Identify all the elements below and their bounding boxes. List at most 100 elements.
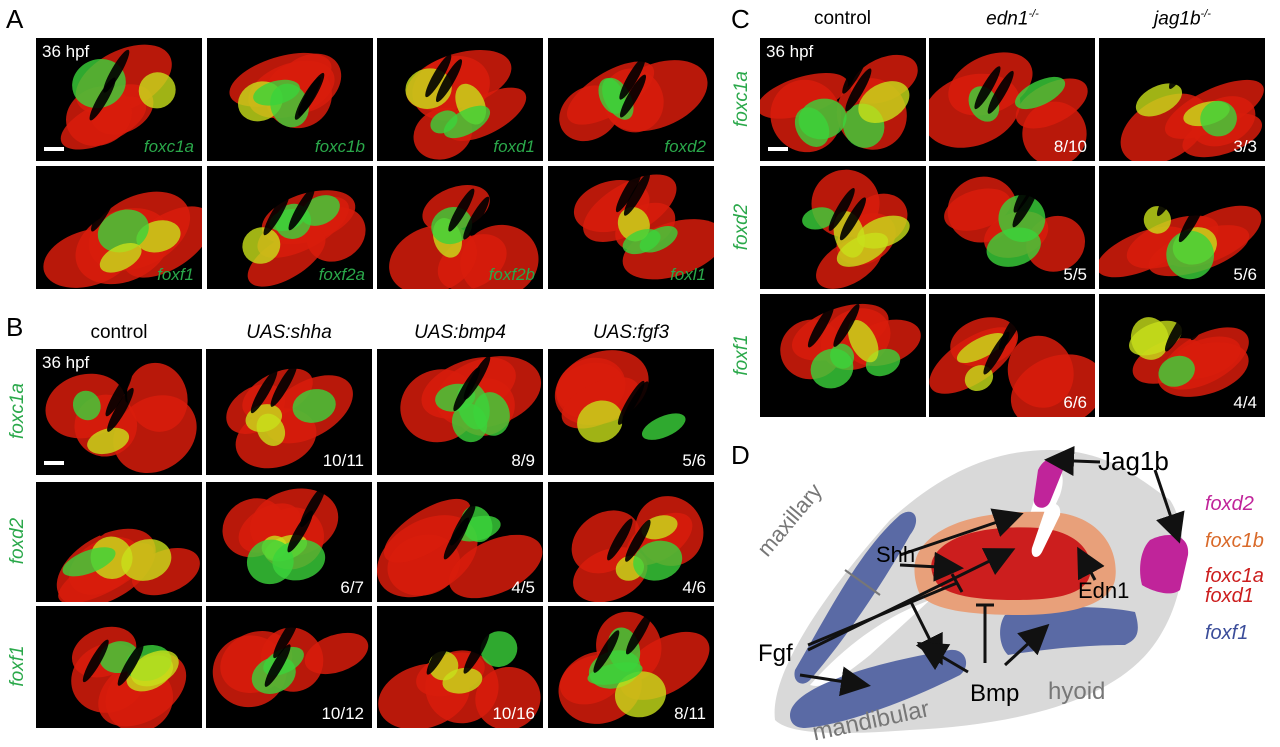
label-hyoid: hyoid xyxy=(1048,678,1106,705)
label-bmp: Bmp xyxy=(970,680,1020,707)
micrograph-signal xyxy=(389,185,539,289)
micrograph-signal xyxy=(1120,46,1264,161)
label-edn1: Edn1 xyxy=(1078,578,1130,603)
micrograph-signal xyxy=(929,307,1095,417)
micrograph-signal xyxy=(400,355,542,443)
panel-c-image-r0-c0: 36 hpf xyxy=(760,38,926,161)
count-label: 5/6 xyxy=(682,451,706,470)
inner-slit xyxy=(1031,503,1061,557)
legend-foxf1: foxf1 xyxy=(1205,622,1249,644)
micrograph-signal xyxy=(56,490,200,602)
gene-label: foxf1 xyxy=(157,265,194,284)
panel-c-image-r2-c1: 6/6 xyxy=(929,294,1095,417)
panel-c-letter: C xyxy=(731,4,750,34)
jag1b-sup: -/- xyxy=(1200,8,1211,20)
panel-b-image-r2-c3: 8/11 xyxy=(548,606,714,728)
micrograph-signal xyxy=(929,52,1088,161)
gene-label: foxf2a xyxy=(318,265,365,284)
legend-foxd2: foxd2 xyxy=(1205,493,1254,515)
panel-b-letter: B xyxy=(6,312,24,342)
count-label: 5/6 xyxy=(1233,265,1257,284)
panel-b-row-foxf1: foxf1 xyxy=(7,645,28,687)
micrograph-signal xyxy=(802,169,910,289)
panel-c-image-r1-c0 xyxy=(760,166,926,289)
count-label: 8/10 xyxy=(1053,137,1087,156)
micrograph-signal xyxy=(242,187,366,287)
micrograph-signal xyxy=(222,485,339,585)
micrograph-signal xyxy=(377,498,543,599)
panel-a-image-foxf2a: foxf2a xyxy=(207,166,373,289)
panel-a-image-foxf2b: foxf2b xyxy=(377,166,543,289)
count-label: 6/7 xyxy=(340,578,364,597)
jag1b-arrow-1 xyxy=(1044,445,1101,476)
panel-a-image-foxd2: foxd2 xyxy=(548,38,714,161)
micrograph-signal xyxy=(1129,297,1249,397)
stage-label: 36 hpf xyxy=(42,42,90,61)
stage-label: 36 hpf xyxy=(42,353,90,372)
gene-label: foxd1 xyxy=(493,137,535,156)
micrograph-signal xyxy=(1099,173,1262,280)
micrograph-signal xyxy=(226,362,353,469)
pharyngeal-arch-diagram xyxy=(774,445,1189,733)
gene-label: foxd2 xyxy=(664,137,706,156)
panel-c-image-r1-c2: 5/6 xyxy=(1099,166,1265,289)
panel-c-row-foxc1a: foxc1a xyxy=(731,70,752,127)
panel-b-image-r1-c3: 4/6 xyxy=(548,482,714,602)
micrograph-signal xyxy=(405,49,527,160)
micrograph-signal xyxy=(229,52,342,129)
micrograph-signal xyxy=(573,169,714,280)
panel-c-col-jag1b: jag1b-/- xyxy=(1100,8,1265,30)
count-label: 4/5 xyxy=(511,578,535,597)
gene-label: foxc1b xyxy=(314,137,365,156)
panel-b-image-r0-c2: 8/9 xyxy=(377,349,543,475)
foxd2-posterior-domain xyxy=(1140,535,1189,594)
panel-a-image-foxc1a: foxc1a 36 hpf xyxy=(36,38,202,161)
panel-a-image-foxd1: foxd1 xyxy=(377,38,543,161)
gene-label: foxl1 xyxy=(670,265,706,284)
label-jag1b: Jag1b xyxy=(1098,446,1169,476)
micrograph-signal xyxy=(780,303,921,389)
panel-b-col-3: UAS:fgf3 xyxy=(592,322,670,343)
panel-b-row-foxd2: foxd2 xyxy=(7,517,28,565)
shh-arrow-1 xyxy=(899,508,1024,557)
panel-c-row-foxd2: foxd2 xyxy=(731,203,752,250)
count-label: 4/6 xyxy=(682,578,706,597)
edn1-label: edn1 xyxy=(986,8,1029,30)
micrograph-signal xyxy=(944,169,1085,272)
panel-b-image-r1-c2: 4/5 xyxy=(377,482,543,602)
edn1-arrow xyxy=(1077,546,1105,581)
panel-c-row-foxf1: foxf1 xyxy=(731,333,752,376)
count-label: 3/3 xyxy=(1233,137,1257,156)
count-label: 5/5 xyxy=(1063,265,1087,284)
legend-foxc1a: foxc1a xyxy=(1205,565,1264,587)
panel-a-letter: A xyxy=(6,4,24,34)
panel-b-image-r0-c3: 5/6 xyxy=(548,349,714,475)
scale-bar xyxy=(768,147,788,151)
bmp-arrow-1 xyxy=(916,641,969,674)
panel-c-image-r0-c1: 8/10 xyxy=(929,38,1095,161)
fgf-arrow-1 xyxy=(807,548,1016,652)
panel-b-image-r2-c1: 10/12 xyxy=(206,606,372,728)
panel-b-image-r0-c1: 10/11 xyxy=(206,349,372,475)
scale-bar xyxy=(44,461,64,465)
edn1-sup: -/- xyxy=(1028,8,1039,20)
count-label: 8/9 xyxy=(511,451,535,470)
panel-c-image-r1-c1: 5/5 xyxy=(929,166,1095,289)
panel-d-letter: D xyxy=(731,440,750,470)
jag1b-col-label: jag1b xyxy=(1154,8,1201,30)
panel-c-image-r0-c2: 3/3 xyxy=(1099,38,1265,161)
micrograph-signal xyxy=(71,626,187,728)
panel-b-col-0: control xyxy=(90,322,148,343)
panel-b-image-r0-c0: 36 hpf xyxy=(36,349,202,475)
stage-label: 36 hpf xyxy=(766,42,814,61)
maxillary-pointer xyxy=(844,569,881,596)
panel-c-image-r2-c0 xyxy=(760,294,926,417)
count-label: 10/16 xyxy=(492,704,535,723)
label-fgf: Fgf xyxy=(758,640,793,667)
micrograph-signal xyxy=(558,611,710,724)
panel-b-row-foxc1a: foxc1a xyxy=(7,383,28,439)
panel-c-col-edn1: edn1-/- xyxy=(930,8,1095,30)
count-label: 10/11 xyxy=(322,451,364,470)
panel-b-image-r2-c2: 10/16 xyxy=(377,606,543,728)
micrograph-signal xyxy=(45,362,197,474)
